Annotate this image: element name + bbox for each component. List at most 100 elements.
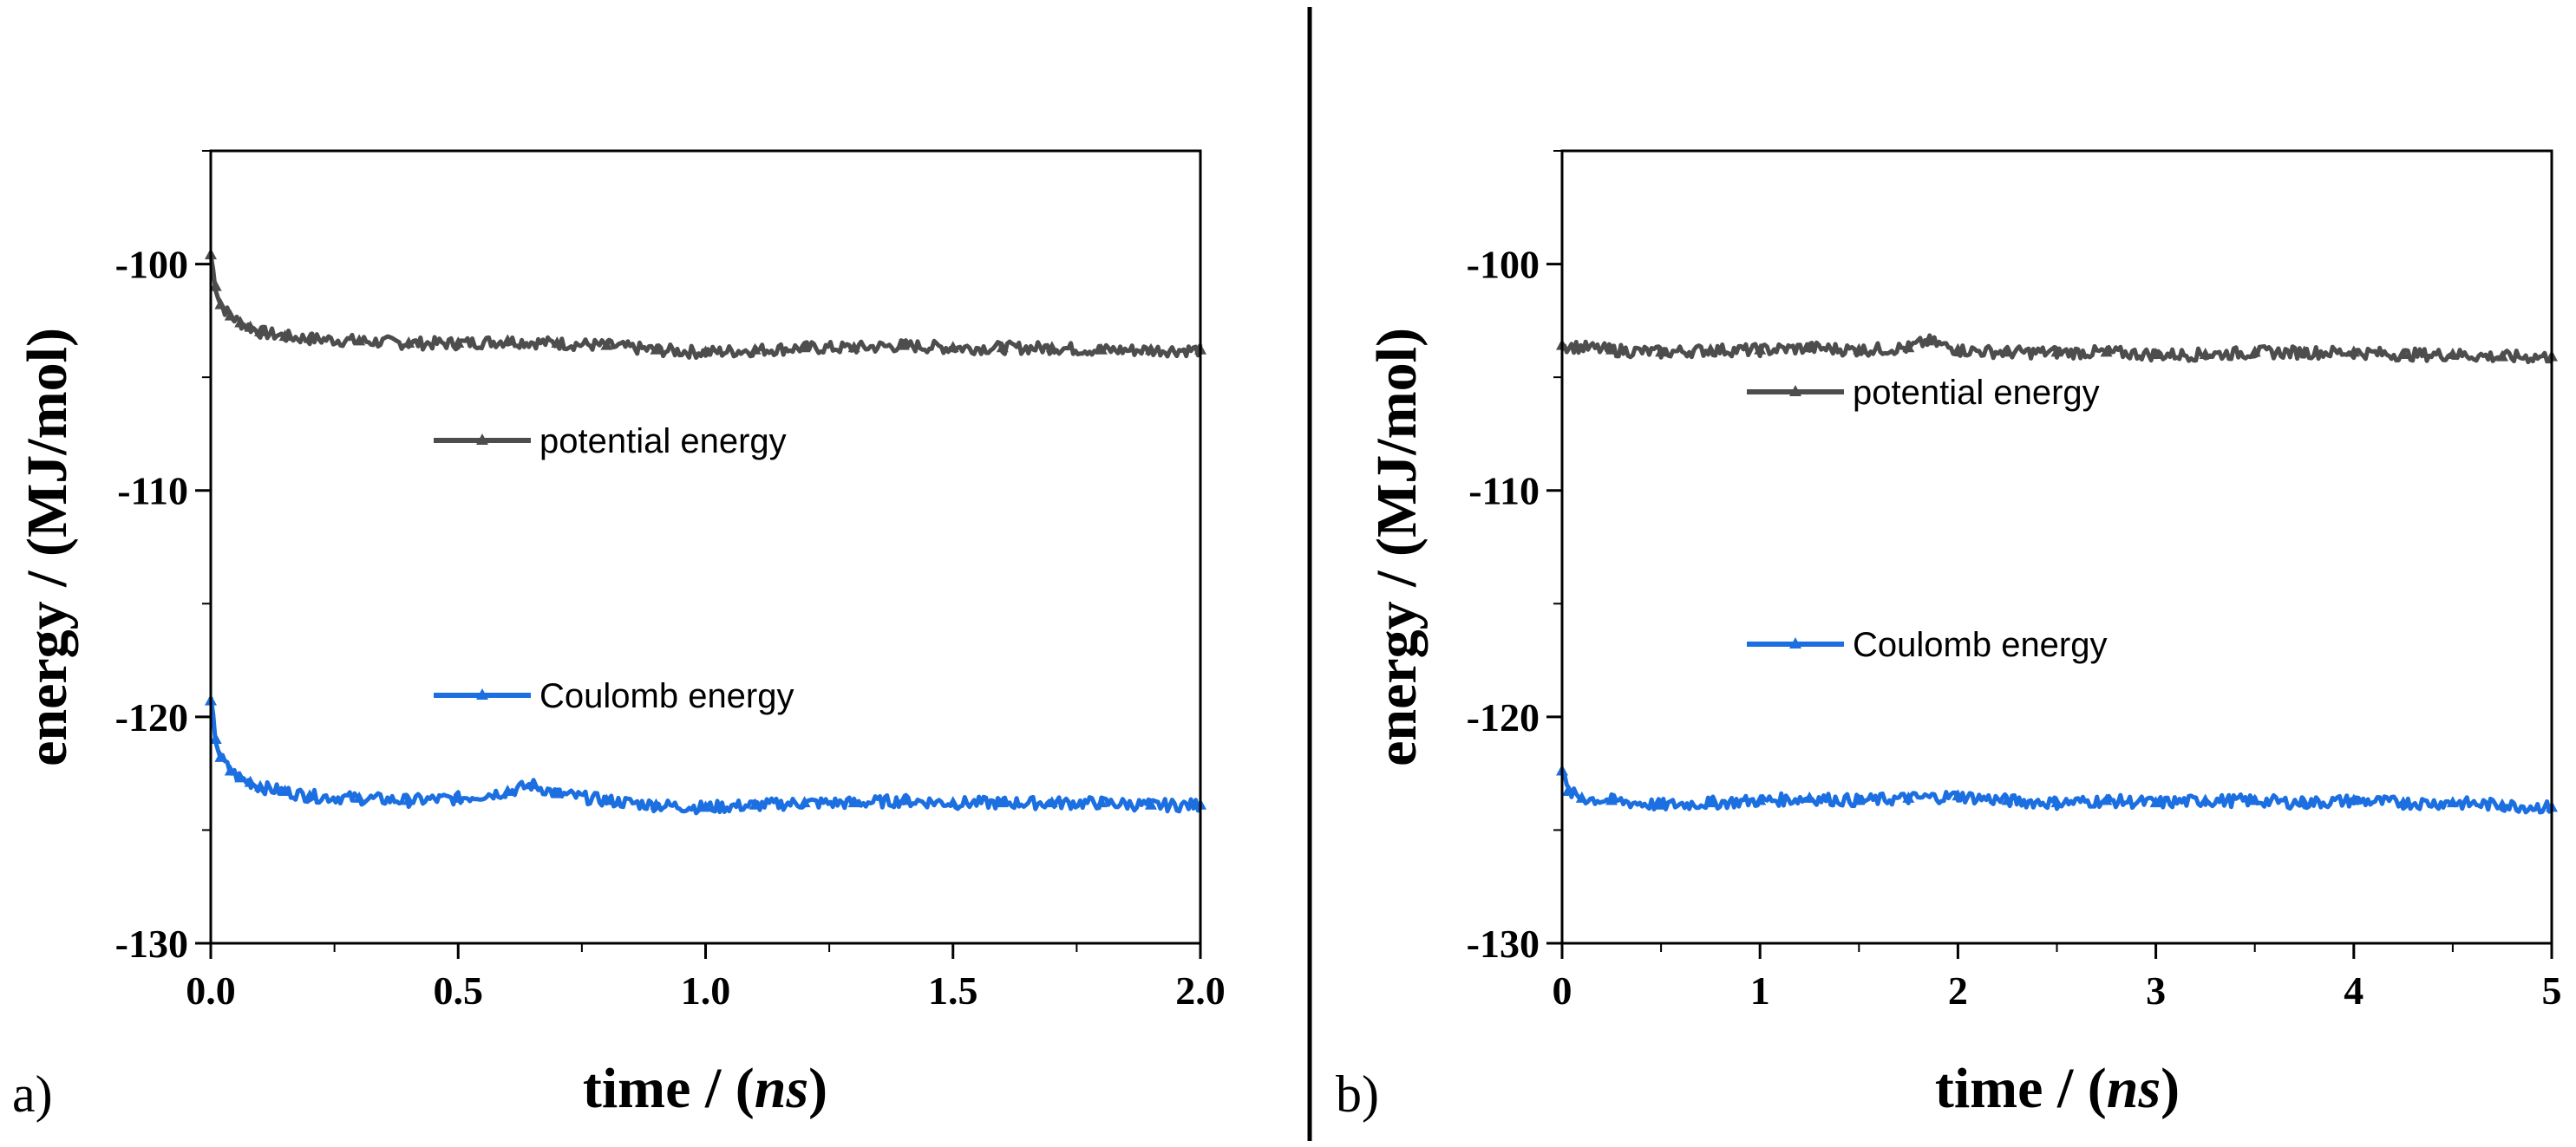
data-point-a-1-15 (600, 793, 613, 805)
data-point-b-1-14 (2149, 796, 2162, 808)
data-point-a-1-4 (234, 771, 247, 783)
data-point-b-0-15 (2248, 345, 2261, 357)
data-point-b-0-4 (1754, 342, 1767, 355)
x-tick-label-a-2: 1.0 (681, 968, 731, 1013)
data-point-a-0-5 (244, 320, 257, 332)
data-point-b-0-16 (2298, 345, 2311, 357)
data-point-b-1-16 (2248, 793, 2261, 805)
data-point-a-0-20 (897, 338, 910, 350)
series-line-b-0 (1559, 333, 2553, 365)
data-point-a-1-9 (353, 791, 366, 803)
legend-marker-coulomb-b (1789, 637, 1801, 648)
data-point-b-1-4 (1655, 798, 1668, 810)
data-point-b-0-8 (1922, 334, 1935, 346)
ticks-layer-b: 0 1 2 3 4 5 -100 -110 -120 -130 (1467, 150, 2562, 1013)
data-point-b-0-10 (2001, 345, 2014, 357)
data-point-b-1-1 (1561, 785, 1574, 797)
data-point-b-1-8 (1853, 793, 1866, 805)
legend-label-coulomb-a: Coulomb energy (539, 677, 794, 715)
data-point-b-1-21 (2495, 798, 2508, 810)
panel-label-b: b) (1336, 1066, 1379, 1123)
legend-b: potential energy Coulomb energy (1747, 374, 2108, 664)
data-point-b-0-19 (2446, 348, 2459, 360)
data-point-b-1-11 (2001, 793, 2014, 805)
data-point-a-1-25 (1095, 796, 1108, 808)
y-tick-label-b-2: -120 (1467, 695, 1540, 740)
data-point-b-0-13 (2149, 348, 2162, 360)
data-point-b-0-6 (1853, 342, 1866, 355)
data-point-a-0-11 (452, 336, 465, 348)
data-point-b-0-9 (1952, 342, 1965, 355)
data-point-a-0-10 (402, 336, 415, 348)
data-point-b-0-18 (2396, 348, 2409, 360)
legend-label-potential-a: potential energy (539, 422, 787, 460)
data-point-a-1-2 (214, 750, 227, 762)
x-tick-label-a-3: 1.5 (928, 968, 978, 1013)
data-point-a-0-12 (501, 334, 514, 346)
data-point-a-0-1 (209, 279, 222, 291)
data-point-a-0-21 (946, 341, 959, 353)
x-tick-label-a-4: 2.0 (1175, 968, 1226, 1013)
y-axis-title-a: energy / (MJ/mol) (16, 328, 79, 766)
data-point-a-1-16 (650, 798, 663, 810)
data-point-a-1-23 (996, 796, 1009, 808)
data-point-a-0-6 (254, 324, 267, 336)
data-point-a-1-14 (551, 786, 564, 798)
y-tick-label-b-3: -130 (1467, 922, 1540, 966)
data-point-a-1-24 (1045, 796, 1058, 808)
data-point-a-1-10 (402, 793, 415, 805)
data-point-a-1-11 (452, 791, 465, 803)
data-point-a-0-3 (224, 309, 237, 321)
data-point-a-0-19 (847, 341, 860, 353)
data-point-b-1-9 (1902, 791, 1915, 803)
data-point-a-0-13 (551, 336, 564, 348)
data-point-a-0-24 (1095, 342, 1108, 355)
data-point-b-0-3 (1704, 342, 1717, 355)
data-point-a-1-19 (798, 796, 811, 808)
data-point-a-0-2 (214, 297, 227, 310)
data-point-a-0-4 (234, 316, 247, 328)
series-layer-b (1556, 333, 2558, 815)
data-point-a-1-1 (209, 732, 222, 744)
data-point-b-1-5 (1704, 796, 1717, 808)
legend-marker-coulomb-a (476, 688, 488, 700)
data-point-b-1-7 (1803, 791, 1816, 803)
ticks-layer-a: 0.0 0.5 1.0 1.5 2.0 -100 -110 -120 -130 (115, 150, 1226, 1013)
y-tick-label-a-3: -130 (115, 922, 188, 966)
data-point-b-0-20 (2495, 349, 2508, 362)
data-point-b-1-2 (1575, 791, 1588, 803)
data-point-a-0-16 (699, 345, 712, 357)
data-point-a-1-22 (946, 796, 959, 808)
data-point-b-0-2 (1655, 345, 1668, 357)
x-axis-title-a: time / (ns) (583, 1057, 827, 1120)
data-point-b-1-12 (2050, 796, 2063, 808)
data-point-a-1-8 (304, 789, 317, 801)
panel-label-a: a) (12, 1066, 53, 1123)
data-point-b-1-6 (1754, 793, 1767, 805)
data-point-b-1-17 (2298, 796, 2311, 808)
legend-marker-potential-a (476, 433, 488, 445)
legend-label-potential-b: potential energy (1853, 374, 2100, 412)
data-point-a-1-6 (254, 779, 267, 792)
data-point-b-1-19 (2396, 796, 2409, 808)
data-point-a-0-25 (1144, 342, 1157, 355)
data-point-a-1-13 (526, 778, 539, 790)
x-tick-label-a-1: 0.5 (434, 968, 484, 1013)
data-point-b-1-3 (1605, 793, 1618, 805)
panel-a: 0.0 0.5 1.0 1.5 2.0 -100 -110 -120 -130 potentia… (12, 149, 1226, 1123)
x-axis-title-b: time / (ns) (1935, 1057, 2180, 1120)
panel-b: 0 1 2 3 4 5 -100 -110 -120 -130 potential energy … (1336, 149, 2562, 1123)
x-tick-label-b-1: 1 (1750, 968, 1770, 1013)
data-point-a-1-20 (847, 796, 860, 808)
data-point-b-0-7 (1902, 341, 1915, 353)
data-point-a-1-18 (749, 798, 762, 810)
data-point-b-1-20 (2446, 796, 2459, 808)
y-tick-label-b-1: -110 (1468, 469, 1540, 513)
data-point-b-0-12 (2100, 345, 2113, 357)
y-tick-label-a-2: -120 (115, 695, 188, 740)
data-point-a-0-22 (996, 341, 1009, 353)
data-point-a-0-15 (650, 342, 663, 355)
data-point-a-0-23 (1045, 341, 1058, 353)
y-tick-label-b-0: -100 (1467, 243, 1540, 287)
